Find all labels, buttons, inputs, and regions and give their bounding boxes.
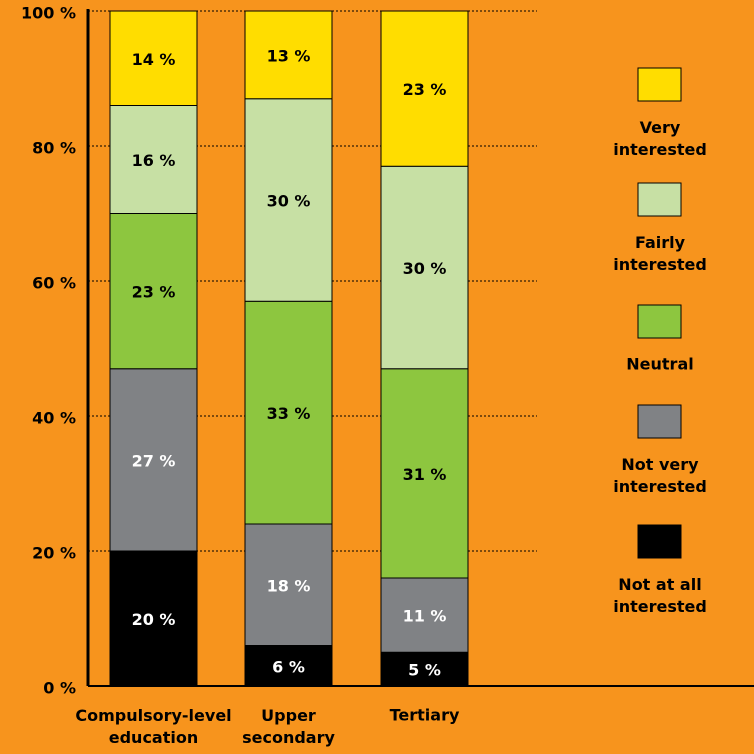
value-label: 30 % xyxy=(403,259,447,278)
legend-swatch xyxy=(637,404,682,439)
bar-segment xyxy=(244,98,333,302)
bar-segment xyxy=(109,368,198,552)
bar-segment xyxy=(109,213,198,370)
legend-label: Not very interested xyxy=(613,455,707,496)
value-label: 13 % xyxy=(267,46,311,65)
bar-segment xyxy=(109,550,198,687)
y-tick-label: 0 % xyxy=(43,679,76,698)
y-tick-label: 20 % xyxy=(32,544,76,563)
value-label: 16 % xyxy=(132,151,176,170)
y-tick-label: 100 % xyxy=(21,4,76,23)
x-tick-label: Tertiary xyxy=(390,706,460,725)
legend-swatch xyxy=(637,304,682,339)
bar-segment xyxy=(380,577,469,653)
x-tick-label: Upper secondary xyxy=(242,706,335,747)
x-tick-label: Compulsory-level education xyxy=(75,706,231,747)
legend-label: Fairly interested xyxy=(613,233,707,274)
value-label: 14 % xyxy=(132,50,176,69)
bar-segment xyxy=(244,300,333,525)
bar-segment xyxy=(109,105,198,214)
y-tick-label: 40 % xyxy=(32,409,76,428)
legend-swatch xyxy=(637,182,682,217)
value-label: 23 % xyxy=(403,80,447,99)
bar-segment xyxy=(244,10,333,100)
value-label: 11 % xyxy=(403,607,447,626)
legend-swatch xyxy=(637,524,682,559)
bar-segment xyxy=(380,368,469,579)
value-label: 5 % xyxy=(408,661,441,680)
bar-segment xyxy=(109,10,198,106)
legend-label: Neutral xyxy=(626,355,693,374)
value-label: 33 % xyxy=(267,404,311,423)
bar-segment xyxy=(380,165,469,370)
y-tick-label: 80 % xyxy=(32,139,76,158)
value-label: 18 % xyxy=(267,576,311,595)
bar-segment xyxy=(244,645,333,687)
value-label: 27 % xyxy=(132,451,176,470)
value-label: 23 % xyxy=(132,283,176,302)
value-label: 20 % xyxy=(132,610,176,629)
legend-swatch xyxy=(637,67,682,102)
value-label: 30 % xyxy=(267,192,311,211)
bar-segment xyxy=(380,651,469,687)
bar-segment xyxy=(244,523,333,646)
value-label: 31 % xyxy=(403,465,447,484)
bar-segment xyxy=(380,10,469,167)
legend-label: Very interested xyxy=(613,118,707,159)
value-label: 6 % xyxy=(272,657,305,676)
y-tick-label: 60 % xyxy=(32,274,76,293)
legend-label: Not at all interested xyxy=(613,575,707,616)
